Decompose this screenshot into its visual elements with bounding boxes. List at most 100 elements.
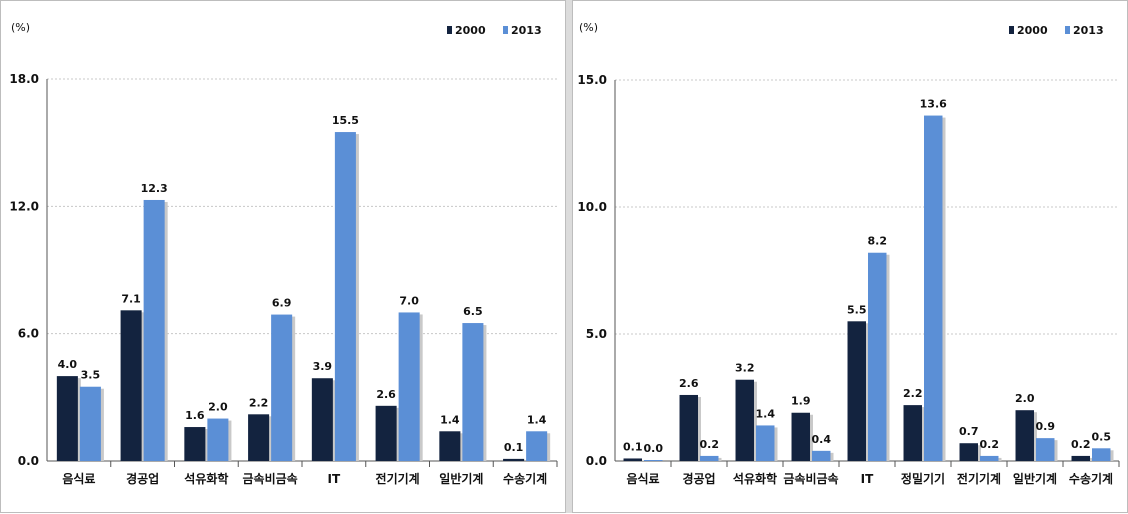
- data-label-2000-3: 2.2: [249, 396, 269, 409]
- bar-2013-7: [526, 431, 547, 461]
- data-label-2000-8: 0.2: [1071, 438, 1091, 451]
- x-tick-label: 경공업: [682, 472, 715, 486]
- data-label-2013-1: 12.3: [141, 182, 168, 195]
- legend-label-2000: 2000: [1017, 24, 1048, 37]
- bar-2000-7: [503, 459, 524, 461]
- data-label-2013-0: 3.5: [81, 369, 101, 382]
- y-tick-label: 15.0: [577, 73, 607, 87]
- bar-2000-2: [184, 427, 205, 461]
- data-label-2013-2: 2.0: [208, 401, 228, 414]
- bar-2013-3: [812, 451, 830, 461]
- bar-2013-6: [462, 323, 483, 461]
- data-label-2000-6: 0.7: [959, 425, 979, 438]
- data-label-2000-3: 1.9: [791, 395, 811, 408]
- bar-2000-1: [121, 310, 142, 461]
- x-tick-label: 일반기계: [1013, 471, 1057, 486]
- legend-swatch-2013: [1065, 26, 1070, 34]
- data-label-2013-3: 6.9: [272, 297, 292, 310]
- data-label-2000-1: 7.1: [121, 292, 141, 305]
- data-label-2013-4: 15.5: [332, 114, 359, 127]
- data-label-2000-7: 2.0: [1015, 392, 1035, 405]
- bar-2000-6: [439, 431, 460, 461]
- data-label-2013-5: 7.0: [399, 294, 419, 307]
- x-tick-label: 금속비금속: [783, 471, 838, 486]
- data-label-2013-7: 1.4: [527, 413, 547, 426]
- bar-2013-1: [700, 456, 718, 461]
- x-tick-label: 금속비금속: [243, 471, 298, 486]
- bar-2013-7: [1036, 438, 1054, 461]
- bar-2013-0: [80, 387, 101, 461]
- bar-2013-0: [644, 460, 662, 461]
- bar-2000-2: [736, 380, 754, 461]
- y-tick-label: 12.0: [9, 199, 39, 213]
- left-bar-chart: (%) 0.0 6.0 12.0 18.0 2000 2013 4.03.5 음식료 7.1 12.…: [1, 1, 567, 514]
- data-label-2000-1: 2.6: [679, 377, 699, 390]
- data-label-2013-5: 13.6: [920, 98, 947, 111]
- data-label-2013-2: 1.4: [755, 407, 775, 420]
- legend-swatch-2000: [1009, 26, 1014, 34]
- x-tick-label: IT: [328, 472, 341, 486]
- y-tick-label: 18.0: [9, 72, 39, 86]
- bar-2000-5: [904, 405, 922, 461]
- data-label-2000-7: 0.1: [504, 441, 524, 454]
- y-tick-label: 0.0: [18, 454, 39, 468]
- x-tick-label: 전기기계: [957, 471, 1001, 486]
- data-label-2013-0: 0.0: [643, 442, 663, 455]
- bar-2000-3: [792, 413, 810, 461]
- y-tick-label: 6.0: [18, 327, 39, 341]
- data-label-2000-5: 2.2: [903, 387, 923, 400]
- data-label-2013-3: 0.4: [811, 433, 831, 446]
- x-tick-label: 음식료: [62, 471, 95, 486]
- bar-2000-1: [680, 395, 698, 461]
- data-label-2013-1: 0.2: [699, 438, 719, 451]
- data-label-2013-6: 6.5: [463, 305, 483, 318]
- data-label-2000-6: 1.4: [440, 413, 460, 426]
- x-tick-label: 음식료: [626, 471, 659, 486]
- bar-2000-8: [1072, 456, 1090, 461]
- data-label-2013-7: 0.9: [1035, 420, 1055, 433]
- bar-2013-5: [399, 312, 420, 461]
- data-label-2013-4: 8.2: [867, 235, 887, 248]
- bar-2013-5: [924, 116, 942, 461]
- bar-2013-2: [756, 425, 774, 461]
- y-axis-label: (%): [11, 21, 30, 34]
- data-label-2013-6: 0.2: [979, 438, 999, 451]
- bar-2000-0: [57, 376, 78, 461]
- y-tick-label: 5.0: [586, 327, 607, 341]
- bar-2013-8: [1092, 448, 1110, 461]
- data-label-2000-0: 4.0: [58, 358, 78, 371]
- x-tick-label: 정밀기기: [901, 471, 945, 486]
- bar-2000-4: [848, 321, 866, 461]
- y-axis-label: (%): [579, 21, 598, 34]
- bar-2000-6: [960, 443, 978, 461]
- bar-2013-4: [868, 253, 886, 461]
- data-label-2000-2: 1.6: [185, 409, 205, 422]
- bar-2000-5: [376, 406, 397, 461]
- bar-2013-6: [980, 456, 998, 461]
- bar-2000-0: [624, 458, 642, 461]
- data-label-2000-5: 2.6: [376, 388, 396, 401]
- bar-2013-1: [144, 200, 165, 461]
- x-tick-label: 전기기계: [376, 471, 420, 486]
- x-tick-label: 수송기계: [503, 471, 547, 486]
- legend-swatch-2000: [447, 26, 452, 34]
- x-tick-label: IT: [861, 472, 874, 486]
- legend-swatch-2013: [503, 26, 508, 34]
- y-tick-label: 10.0: [577, 200, 607, 214]
- legend-label-2013: 2013: [1073, 24, 1104, 37]
- data-label-2000-2: 3.2: [735, 362, 755, 375]
- data-label-2000-0: 0.1: [623, 440, 643, 453]
- data-label-2013-8: 0.5: [1091, 430, 1111, 443]
- x-tick-label: 석유화학: [184, 471, 228, 486]
- x-tick-label: 석유화학: [733, 471, 777, 486]
- data-label-2000-4: 5.5: [847, 303, 867, 316]
- bar-2000-7: [1016, 410, 1034, 461]
- data-label-2000-4: 3.9: [313, 360, 333, 373]
- legend-label-2000: 2000: [455, 24, 486, 37]
- legend-label-2013: 2013: [511, 24, 542, 37]
- bar-2013-3: [271, 315, 292, 461]
- x-tick-label: 일반기계: [439, 471, 483, 486]
- x-tick-label: 수송기계: [1069, 471, 1113, 486]
- y-tick-label: 0.0: [586, 454, 607, 468]
